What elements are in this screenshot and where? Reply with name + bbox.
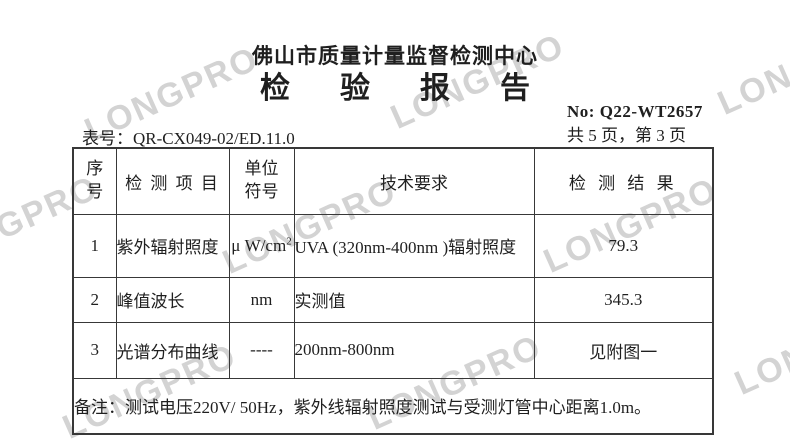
- unit-superscript: 2: [286, 234, 292, 247]
- cell-unit: nm: [228, 276, 295, 323]
- table-row: 3 光谱分布曲线 ---- 200nm-800nm 见附图一: [72, 321, 714, 379]
- header-cell-result: 检 测 结 果: [533, 147, 714, 215]
- cell-seq: 3: [72, 321, 117, 379]
- cell-requirement: 实测值: [293, 276, 535, 323]
- cell-unit: ----: [228, 321, 295, 379]
- cell-unit: μ W/cm2: [228, 213, 295, 278]
- report-number: No: Q22-WT2657: [567, 102, 703, 121]
- header-cell-item: 检 测 项 目: [115, 147, 230, 215]
- note-text: 备注：测试电压220V/ 50Hz，紫外线辐射照度测试与受测灯管中心距离1.0m…: [72, 377, 714, 435]
- cell-item: 光谱分布曲线: [115, 321, 230, 379]
- cell-item: 紫外辐射照度: [115, 213, 230, 278]
- cell-result: 345.3: [533, 276, 714, 323]
- header-cell-seq: 序 号: [72, 147, 117, 215]
- cell-result: 79.3: [533, 213, 714, 278]
- form-number: 表号：QR-CX049-02/ED.11.0: [82, 129, 295, 148]
- unit-base: ----: [250, 340, 273, 359]
- note-row: 备注：测试电压220V/ 50Hz，紫外线辐射照度测试与受测灯管中心距离1.0m…: [72, 377, 714, 435]
- cell-requirement: UVA (320nm-400nm )辐射照度: [293, 213, 535, 278]
- header-cell-unit: 单位 符号: [228, 147, 295, 215]
- unit-base: nm: [250, 289, 273, 309]
- table-row: 1 紫外辐射照度 μ W/cm2 UVA (320nm-400nm )辐射照度 …: [72, 213, 714, 278]
- cell-result: 见附图一: [533, 321, 714, 379]
- cell-seq: 1: [72, 213, 117, 278]
- report-title: 检验报告: [260, 72, 580, 105]
- unit-base: μ W/cm: [231, 235, 287, 255]
- cell-seq: 2: [72, 276, 117, 323]
- table-header-row: 序 号 检 测 项 目 单位 符号 技术要求 检 测 结 果: [72, 147, 714, 215]
- cell-requirement: 200nm-800nm: [293, 321, 535, 379]
- table-row: 2 峰值波长 nm 实测值 345.3: [72, 276, 714, 323]
- org-name: 佛山市质量计量监督检测中心: [252, 44, 538, 68]
- header-cell-requirement: 技术要求: [293, 147, 535, 215]
- cell-item: 峰值波长: [115, 276, 230, 323]
- results-table: 序 号 检 测 项 目 单位 符号 技术要求 检 测 结 果 1 紫外辐射照度 …: [72, 147, 714, 435]
- page-indicator: 共 5 页，第 3 页: [567, 126, 686, 145]
